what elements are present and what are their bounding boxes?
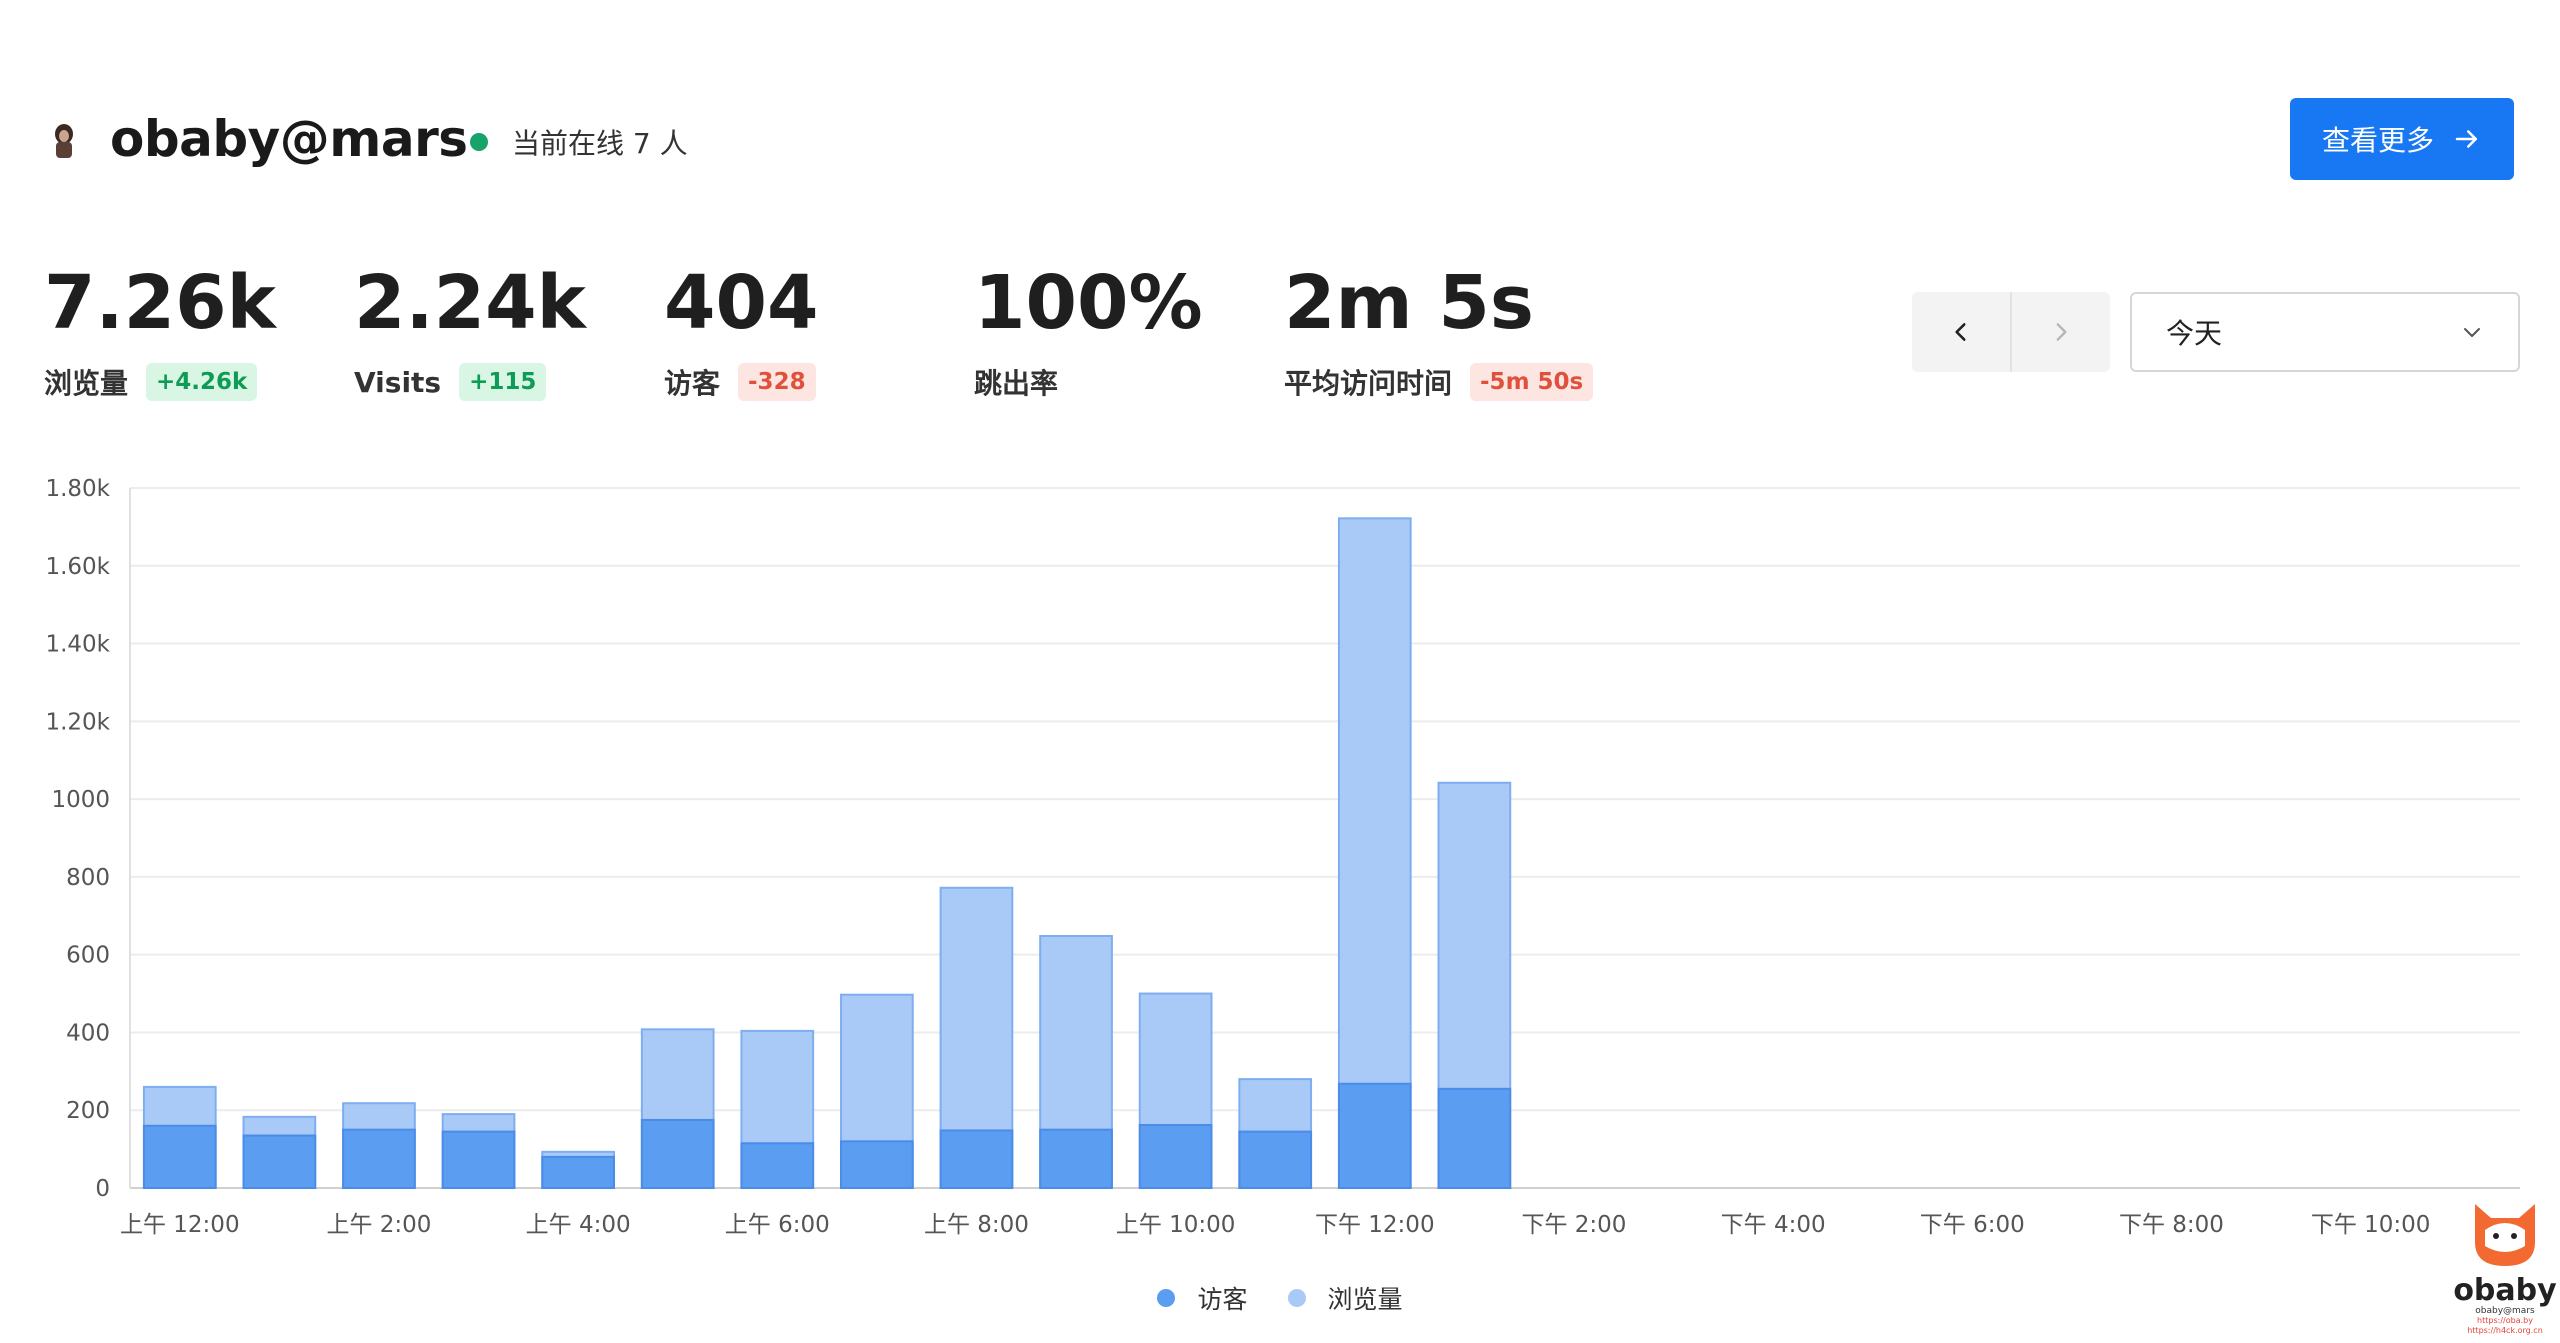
x-tick-label: 下午 12:00 bbox=[1315, 1212, 1435, 1238]
online-count: 当前在线 7 人 bbox=[512, 127, 688, 160]
x-tick-label: 上午 6:00 bbox=[725, 1212, 830, 1238]
y-tick-label: 400 bbox=[66, 1020, 110, 1046]
site-title[interactable]: obaby@mars bbox=[110, 110, 468, 168]
y-tick-label: 1.40k bbox=[45, 632, 110, 658]
bar-visitors[interactable] bbox=[1039, 1128, 1113, 1190]
bar-visitors[interactable] bbox=[441, 1130, 516, 1189]
next-period-button[interactable] bbox=[2010, 292, 2110, 372]
date-range-select[interactable]: 今天 bbox=[2130, 292, 2520, 372]
metric-label: 平均访问时间 bbox=[1284, 367, 1453, 400]
metric-change-badge: +4.26k bbox=[146, 363, 258, 401]
bar-visitors[interactable] bbox=[640, 1118, 715, 1190]
metric-label: Visits bbox=[354, 365, 442, 399]
chart-legend: 访客 浏览量 bbox=[0, 1280, 2560, 1316]
x-tick-label: 上午 2:00 bbox=[326, 1212, 431, 1238]
y-tick-label: 0 bbox=[95, 1176, 110, 1202]
legend-item-pageviews[interactable]: 浏览量 bbox=[1287, 1280, 1403, 1316]
online-dot-icon bbox=[470, 133, 488, 151]
metric-change-badge: -5m 50s bbox=[1470, 363, 1594, 401]
view-more-button[interactable]: 查看更多 bbox=[2290, 98, 2514, 180]
legend-item-visitors[interactable]: 访客 bbox=[1157, 1280, 1248, 1316]
x-tick-label: 下午 2:00 bbox=[1521, 1212, 1626, 1238]
legend-dot-icon bbox=[1287, 1289, 1306, 1307]
metric-label: 访客 bbox=[664, 367, 721, 400]
dashboard-header: obaby@mars 当前在线 7 人 查看更多 bbox=[40, 96, 2520, 184]
traffic-chart: 0 200 400 600 800 1000 1.20k 1.40k 1.60k 1.80k 上午 … bbox=[0, 460, 2560, 1330]
bar-pageviews[interactable] bbox=[1337, 517, 1412, 1190]
x-tick-label: 上午 12:00 bbox=[120, 1212, 240, 1238]
metric-value: 100% bbox=[974, 260, 1203, 346]
metric-change-badge: +115 bbox=[459, 363, 547, 401]
bar-visitors[interactable] bbox=[740, 1142, 815, 1189]
legend-label: 浏览量 bbox=[1327, 1285, 1403, 1314]
x-tick-label: 下午 4:00 bbox=[1721, 1212, 1826, 1238]
metric-value: 2m 5s bbox=[1284, 260, 1534, 346]
chevron-right-icon bbox=[2056, 323, 2067, 341]
chevron-left-icon bbox=[1955, 323, 1966, 341]
y-tick-label: 1.60k bbox=[45, 554, 110, 580]
arrow-right-icon bbox=[2455, 130, 2477, 148]
y-tick-label: 200 bbox=[66, 1098, 110, 1124]
bar-visitors[interactable] bbox=[541, 1155, 615, 1190]
x-tick-label: 下午 10:00 bbox=[2311, 1212, 2431, 1238]
bar-visitors[interactable] bbox=[342, 1128, 416, 1190]
metric-pageviews[interactable]: 7.26k 浏览量 +4.26k bbox=[44, 258, 276, 402]
watermark-sub: obaby@mars bbox=[2475, 1306, 2535, 1316]
x-tick-label: 上午 10:00 bbox=[1116, 1212, 1236, 1238]
x-tick-label: 上午 8:00 bbox=[924, 1212, 1029, 1238]
date-range-value: 今天 bbox=[2166, 317, 2223, 350]
metric-visits[interactable]: 2.24k Visits +115 bbox=[354, 258, 586, 402]
bar-visitors[interactable] bbox=[939, 1129, 1014, 1190]
metric-visitors[interactable]: 404 访客 -328 bbox=[664, 258, 818, 402]
y-tick-label: 1.20k bbox=[45, 709, 110, 735]
date-nav-group bbox=[1912, 292, 2110, 372]
bar-visitors[interactable] bbox=[840, 1140, 914, 1189]
bar-visitors[interactable] bbox=[1238, 1130, 1313, 1189]
x-tick-label: 上午 4:00 bbox=[526, 1212, 631, 1238]
legend-dot-icon bbox=[1157, 1289, 1176, 1307]
watermark-url: https://h4ck.org.cn bbox=[2467, 1326, 2543, 1335]
cat-logo-icon bbox=[2475, 1204, 2535, 1266]
metric-value: 7.26k bbox=[44, 260, 276, 346]
metric-change-badge: -328 bbox=[738, 363, 816, 401]
watermark-logo: obaby obaby@mars https://oba.by https://… bbox=[2450, 1196, 2560, 1336]
chevron-down-icon bbox=[2464, 328, 2480, 337]
view-more-label: 查看更多 bbox=[2321, 124, 2434, 157]
metric-label: 跳出率 bbox=[974, 367, 1059, 400]
watermark-brand: obaby bbox=[2453, 1273, 2557, 1308]
y-tick-label: 1.80k bbox=[45, 476, 110, 502]
traffic-chart-svg: 0 200 400 600 800 1000 1.20k 1.40k 1.60k 1.80k 上午 … bbox=[45, 476, 2520, 1238]
metric-label: 浏览量 bbox=[44, 367, 129, 400]
y-tick-label: 1000 bbox=[51, 787, 110, 813]
bar-visitors[interactable] bbox=[242, 1134, 317, 1189]
bar-visitors[interactable] bbox=[1437, 1087, 1512, 1189]
y-tick-label: 800 bbox=[66, 865, 110, 891]
watermark-url: https://oba.by bbox=[2477, 1316, 2533, 1325]
metric-bounce-rate[interactable]: 100% 跳出率 bbox=[974, 258, 1203, 402]
metric-value: 2.24k bbox=[354, 260, 586, 346]
legend-label: 访客 bbox=[1197, 1285, 1248, 1314]
bar-visitors[interactable] bbox=[142, 1124, 217, 1189]
online-status: 当前在线 7 人 bbox=[470, 122, 688, 162]
x-tick-label: 下午 6:00 bbox=[1920, 1212, 2025, 1238]
avatar[interactable] bbox=[46, 120, 82, 160]
bar-visitors[interactable] bbox=[1337, 1082, 1412, 1189]
y-tick-label: 600 bbox=[66, 943, 110, 969]
metric-avg-visit-time[interactable]: 2m 5s 平均访问时间 -5m 50s bbox=[1284, 258, 1594, 402]
bar-visitors[interactable] bbox=[1138, 1124, 1213, 1189]
metric-value: 404 bbox=[664, 260, 819, 346]
prev-period-button[interactable] bbox=[1912, 292, 2010, 372]
x-tick-label: 下午 8:00 bbox=[2119, 1212, 2224, 1238]
